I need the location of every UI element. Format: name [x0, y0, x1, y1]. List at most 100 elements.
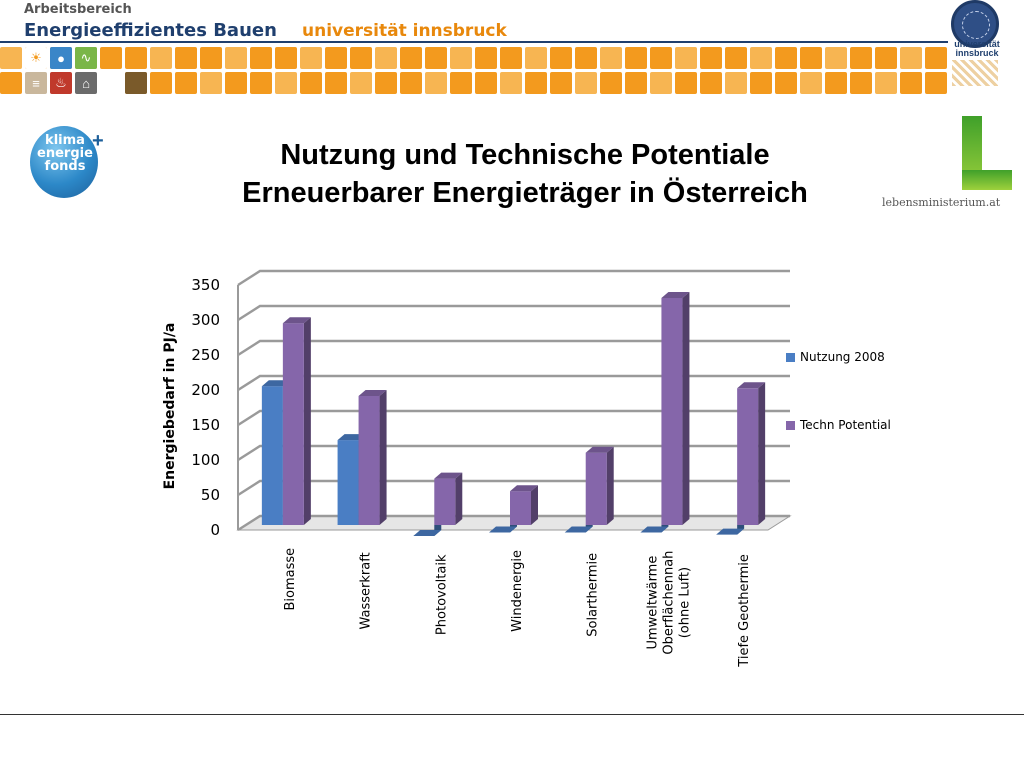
y-tick-label: 300 — [191, 311, 220, 329]
header-tile — [825, 72, 847, 94]
university-name: universität innsbruck — [302, 21, 507, 41]
university-seal-icon — [951, 0, 999, 48]
header-banner: Arbeitsbereich Energieeffizientes Bauen … — [0, 0, 1024, 100]
bar — [661, 298, 683, 525]
header-tile — [875, 72, 897, 94]
bar-top — [510, 485, 538, 492]
header-tile — [775, 47, 797, 69]
bar-top — [282, 317, 311, 324]
header-tile — [550, 47, 572, 69]
bar-side — [379, 390, 387, 525]
klima-logo-text: klima energie fonds — [37, 133, 93, 174]
y-tick-label: 200 — [191, 381, 220, 399]
x-category-label-line: Oberflächennah — [661, 551, 676, 655]
header-tile — [325, 47, 347, 69]
gridline — [237, 269, 790, 287]
header-tile — [675, 72, 697, 94]
header-divider — [0, 41, 948, 43]
header-tile — [500, 72, 522, 94]
title-line-1: Nutzung und Technische Potentiale — [280, 139, 770, 171]
seal-caption: universität innsbruck — [954, 39, 1000, 58]
gridline — [237, 444, 790, 462]
header-tile — [700, 47, 722, 69]
bar-side — [531, 485, 538, 525]
bar-top — [434, 472, 463, 479]
x-category-label-line: Tiefe Geothermie — [737, 554, 752, 668]
header-tile — [750, 47, 772, 69]
x-category-label: Photovoltaik — [434, 554, 449, 635]
header-tile — [350, 47, 372, 69]
bar — [585, 452, 607, 525]
klima-energie-fonds-logo — [30, 126, 98, 198]
header-tile — [100, 47, 122, 69]
x-category-label-line: Umweltwärme — [645, 556, 660, 650]
header-tile — [0, 72, 22, 94]
header-tile — [450, 72, 472, 94]
x-category-label: Biomasse — [283, 548, 298, 611]
x-category-label: Wasserkraft — [359, 552, 374, 629]
y-tick-label: 350 — [191, 276, 220, 294]
lebensministerium-logo-icon — [962, 116, 1012, 190]
header-tile — [300, 72, 322, 94]
header-tile — [250, 47, 272, 69]
x-category-label-line: Solarthermie — [586, 553, 601, 637]
klima-plus-icon: + — [92, 130, 104, 152]
header-tile — [250, 72, 272, 94]
header-tile — [625, 72, 647, 94]
wood-icon — [125, 72, 147, 94]
header-tile — [600, 72, 622, 94]
footer-divider — [0, 714, 1024, 715]
bar — [737, 388, 759, 525]
house-icon: ⌂ — [75, 72, 97, 94]
header-tile — [275, 72, 297, 94]
gridline — [237, 409, 790, 427]
header-tile — [175, 47, 197, 69]
header-tile — [200, 47, 222, 69]
header-tile — [875, 47, 897, 69]
legend-item-potential: Techn Potential — [786, 418, 891, 432]
y-tick-label: 250 — [191, 346, 220, 364]
bar-side — [455, 472, 463, 525]
bar-top — [358, 390, 387, 396]
bar-side — [682, 292, 690, 525]
bar-top — [716, 528, 745, 535]
header-tile — [275, 47, 297, 69]
x-category-label-line: Wasserkraft — [359, 552, 374, 629]
gridline — [237, 339, 790, 357]
header-tile — [900, 47, 922, 69]
header-tile — [650, 72, 672, 94]
header-tile — [375, 72, 397, 94]
bar-top — [640, 526, 669, 533]
header-tile — [350, 72, 372, 94]
header-tile — [150, 47, 172, 69]
header-tile — [300, 47, 322, 69]
header-tile — [850, 47, 872, 69]
x-category-label: Windenergie — [510, 550, 525, 632]
department-label: Arbeitsbereich — [24, 2, 132, 17]
header-tile — [325, 72, 347, 94]
header-tile — [925, 47, 947, 69]
bar-top — [737, 382, 766, 389]
legend-swatch-potential — [786, 420, 795, 430]
header-tile — [225, 47, 247, 69]
seal-pattern — [952, 60, 998, 86]
header-tile — [825, 47, 847, 69]
header-tile — [450, 47, 472, 69]
header-tile — [850, 72, 872, 94]
header-tile — [525, 72, 547, 94]
bar-top — [564, 526, 593, 533]
header-tile — [525, 47, 547, 69]
x-category-label-line: Windenergie — [510, 550, 525, 632]
header-tile — [725, 72, 747, 94]
header-tile — [125, 47, 147, 69]
header-tile — [750, 72, 772, 94]
y-tick-label: 50 — [201, 486, 220, 504]
bar — [358, 396, 380, 525]
bar-top — [413, 530, 442, 536]
header-tile — [600, 47, 622, 69]
gridline — [237, 374, 790, 392]
y-tick-label: 0 — [210, 521, 220, 539]
fire-icon: ♨ — [50, 72, 72, 94]
header-tile — [925, 72, 947, 94]
